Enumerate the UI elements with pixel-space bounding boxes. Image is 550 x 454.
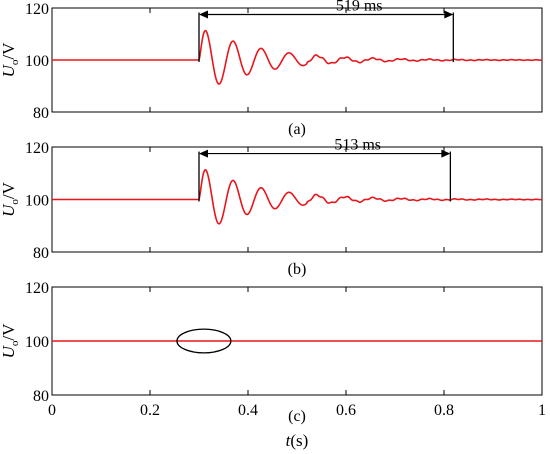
y-tick-label: 100 bbox=[25, 334, 49, 351]
highlight-ellipse bbox=[176, 328, 232, 354]
y-axis-label-unit: /V bbox=[0, 323, 18, 341]
y-axis-label-unit: /V bbox=[0, 181, 18, 199]
y-axis-label-main: U bbox=[0, 344, 18, 358]
y-tick-label: 80 bbox=[33, 105, 49, 122]
y-tick-label: 80 bbox=[33, 245, 49, 262]
x-tick-label: 0.2 bbox=[140, 402, 160, 419]
y-tick-label: 120 bbox=[25, 140, 49, 157]
y-axis-label-sub: o bbox=[9, 199, 21, 205]
signal-line bbox=[52, 29, 543, 85]
y-axis-label: Uo/V bbox=[0, 323, 21, 359]
panel-label: (b) bbox=[288, 261, 307, 278]
panel-c: 80 100 120 0 0.2 0.4 0.6 0.8 1 Uo/V (c) t(s) bbox=[0, 280, 546, 450]
y-axis-label-unit: /V bbox=[0, 42, 18, 60]
x-axis-label: t(s) bbox=[286, 431, 309, 450]
y-axis-label-sub: o bbox=[9, 59, 21, 65]
x-tick-label: 0.4 bbox=[238, 402, 258, 419]
x-tick-label: 1 bbox=[538, 402, 546, 419]
annotation-arrowhead-left bbox=[199, 10, 208, 19]
x-axis-label-unit: (s) bbox=[290, 431, 308, 450]
signal-line bbox=[52, 169, 543, 225]
x-tick-label: 0.8 bbox=[434, 402, 454, 419]
panel-b: 80 100 120 Uo/V 513 ms (b) bbox=[0, 137, 543, 278]
annotation-label: 519 ms bbox=[336, 0, 383, 15]
y-tick-label: 120 bbox=[25, 280, 49, 297]
annotation-arrowhead-left bbox=[199, 149, 208, 158]
annotation-arrowhead-right bbox=[441, 149, 451, 158]
x-tick-label: 0.6 bbox=[336, 402, 356, 419]
panel-label: (c) bbox=[288, 408, 306, 425]
y-axis-label-main: U bbox=[0, 63, 18, 77]
annotation-arrowhead-right bbox=[444, 10, 454, 19]
x-tick-label: 0 bbox=[48, 402, 56, 419]
y-tick-label: 100 bbox=[25, 193, 49, 210]
y-axis-label: Uo/V bbox=[0, 181, 21, 217]
y-axis-label-main: U bbox=[0, 203, 18, 217]
y-tick-label: 80 bbox=[33, 388, 49, 405]
y-axis-label: Uo/V bbox=[0, 42, 21, 78]
panel-a: 80 100 120 Uo/V 519 ms (a) bbox=[0, 0, 543, 138]
y-axis-label-sub: o bbox=[9, 340, 21, 346]
annotation-label: 513 ms bbox=[334, 137, 381, 154]
x-axis-label-main: t bbox=[286, 431, 292, 450]
panel-label: (a) bbox=[288, 121, 306, 138]
y-tick-label: 120 bbox=[25, 1, 49, 18]
y-tick-label: 100 bbox=[25, 53, 49, 70]
